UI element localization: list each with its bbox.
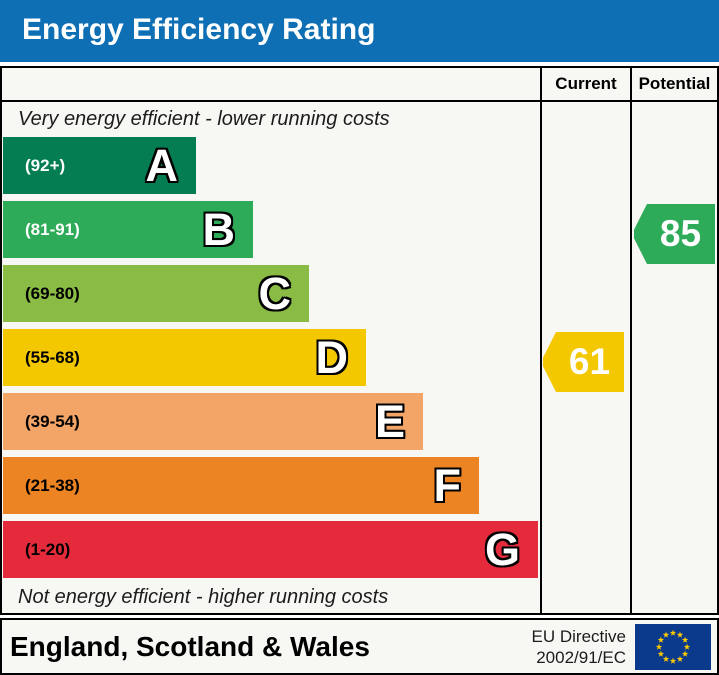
potential-column-divider: [630, 68, 632, 613]
band-c-letter: C: [258, 268, 292, 319]
potential-rating-arrow: 85: [634, 204, 715, 264]
band-row-c: (69-80) C: [3, 265, 309, 322]
column-header-current: Current: [555, 74, 617, 93]
footer-bar: England, Scotland & Wales EU Directive 2…: [0, 618, 719, 675]
current-rating-arrow: 61: [543, 332, 624, 392]
rating-chart-table: Current Potential Very energy efficient …: [0, 66, 719, 615]
band-c-range: (69-80): [25, 283, 80, 303]
page-title: Energy Efficiency Rating: [0, 0, 719, 62]
band-row-f: (21-38) F: [3, 457, 479, 514]
band-e-letter: E: [374, 396, 405, 447]
band-d-letter: D: [315, 332, 349, 383]
band-row-a: (92+) A: [3, 137, 196, 194]
region-label: England, Scotland & Wales: [10, 630, 370, 662]
band-e-range: (39-54): [25, 411, 80, 431]
band-row-g: (1-20) G: [3, 521, 538, 578]
band-row-d: (55-68) D: [3, 329, 366, 386]
band-b-letter: B: [202, 204, 236, 255]
band-f-letter: F: [433, 460, 462, 511]
current-column-divider: [540, 68, 542, 613]
band-row-b: (81-91) B: [3, 201, 253, 258]
band-a-range: (92+): [25, 155, 66, 175]
eu-flag-icon: [635, 623, 711, 670]
band-a-letter: A: [145, 140, 179, 191]
band-b-range: (81-91): [25, 219, 80, 239]
caption-not-efficient: Not energy efficient - higher running co…: [18, 586, 389, 608]
eu-directive-label: EU Directive 2002/91/EC: [532, 626, 626, 668]
band-row-e: (39-54) E: [3, 393, 423, 450]
band-g-range: (1-20): [25, 539, 71, 559]
band-g-letter: G: [484, 524, 520, 575]
eu-directive-line1: EU Directive: [531, 626, 626, 646]
caption-very-efficient: Very energy efficient - lower running co…: [18, 108, 390, 130]
band-d-range: (55-68): [25, 347, 80, 367]
column-header-potential: Potential: [638, 74, 711, 93]
header-divider: [2, 100, 717, 102]
band-f-range: (21-38): [25, 475, 80, 495]
eu-directive-line2: 2002/91/EC: [536, 647, 626, 667]
